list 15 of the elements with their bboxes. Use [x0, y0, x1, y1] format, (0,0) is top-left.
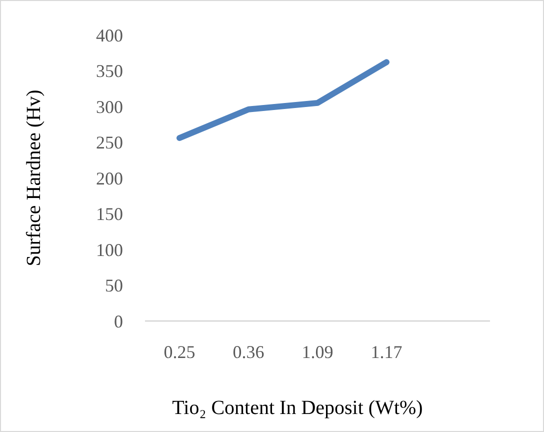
y-tick-label: 150 — [96, 204, 123, 224]
x-tick-label: 0.25 — [164, 342, 196, 362]
y-tick-label: 250 — [96, 132, 123, 153]
y-tick-label: 400 — [96, 25, 123, 46]
x-tick-label: 1.17 — [370, 342, 402, 362]
y-tick-label: 50 — [105, 276, 123, 296]
y-tick-label: 200 — [96, 168, 123, 188]
y-axis-title: Surface Hardnee (Hv) — [23, 90, 45, 266]
y-tick-label: 0 — [114, 311, 123, 332]
x-tick-label: 0.36 — [232, 342, 264, 362]
y-tick-label: 100 — [96, 240, 123, 260]
x-tick-label: 1.09 — [302, 342, 334, 362]
y-tick-label: 300 — [96, 96, 123, 117]
x-axis-title: Tio₂ Content In Deposit (Wt%) — [172, 397, 423, 419]
y-tick-label: 350 — [96, 61, 123, 82]
